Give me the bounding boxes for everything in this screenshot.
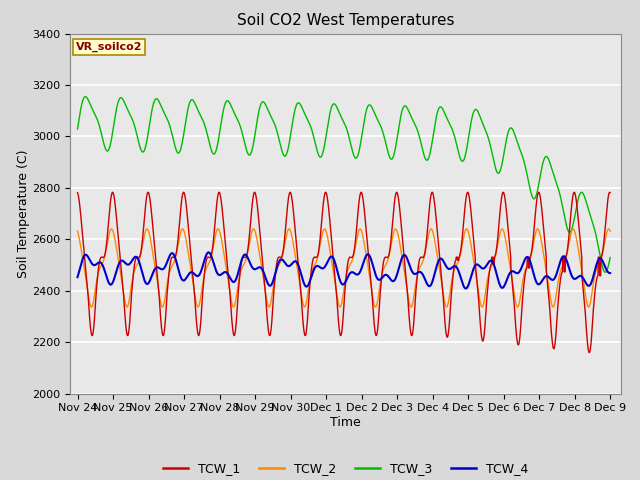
TCW_4 — [205, 250, 212, 255]
Line: TCW_1: TCW_1 — [77, 192, 610, 353]
TCW_3 — [539, 162, 547, 168]
Line: TCW_3: TCW_3 — [77, 96, 610, 272]
TCW_3 — [134, 138, 142, 144]
TCW_3 — [301, 111, 309, 117]
TCW_4 — [134, 257, 142, 263]
Title: Soil CO2 West Temperatures: Soil CO2 West Temperatures — [237, 13, 454, 28]
TCW_1 — [301, 332, 308, 338]
Y-axis label: Soil Temperature (C): Soil Temperature (C) — [17, 149, 29, 278]
TCW_1 — [596, 273, 604, 278]
TCW_4 — [301, 283, 309, 288]
TCW_3 — [606, 254, 614, 260]
TCW_4 — [278, 257, 286, 263]
TCW_2 — [278, 256, 285, 262]
TCW_2 — [539, 246, 547, 252]
TCW_3 — [596, 252, 604, 258]
TCW_1 — [74, 190, 81, 195]
TCW_1 — [539, 214, 547, 219]
TCW_3 — [602, 269, 609, 275]
TCW_4 — [74, 274, 81, 280]
Text: VR_soilco2: VR_soilco2 — [76, 42, 143, 52]
TCW_1 — [278, 254, 285, 260]
TCW_3 — [278, 148, 286, 154]
Legend: TCW_1, TCW_2, TCW_3, TCW_4: TCW_1, TCW_2, TCW_3, TCW_4 — [158, 457, 533, 480]
TCW_2 — [606, 228, 614, 234]
TCW_1 — [606, 190, 614, 195]
TCW_3 — [74, 126, 81, 132]
TCW_1 — [586, 350, 593, 356]
TCW_4 — [166, 252, 173, 258]
TCW_3 — [81, 94, 89, 99]
TCW_2 — [596, 260, 604, 265]
TCW_1 — [134, 254, 142, 260]
TCW_1 — [166, 263, 173, 268]
TCW_4 — [462, 286, 470, 291]
X-axis label: Time: Time — [330, 416, 361, 429]
TCW_2 — [285, 226, 293, 232]
TCW_2 — [134, 260, 142, 265]
TCW_2 — [407, 304, 415, 310]
TCW_2 — [74, 228, 81, 234]
TCW_3 — [166, 124, 174, 130]
TCW_2 — [301, 304, 309, 310]
Line: TCW_2: TCW_2 — [77, 229, 610, 307]
TCW_1 — [393, 190, 401, 195]
TCW_4 — [596, 255, 604, 261]
Line: TCW_4: TCW_4 — [77, 252, 610, 288]
TCW_2 — [166, 268, 173, 274]
TCW_4 — [606, 270, 614, 276]
TCW_4 — [539, 277, 547, 283]
